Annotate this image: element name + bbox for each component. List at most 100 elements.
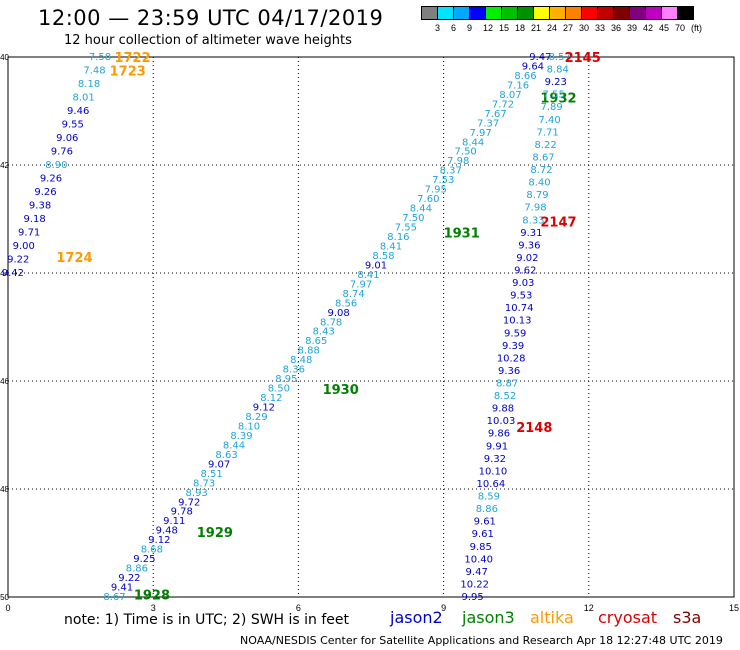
pass-time-label: 1928 xyxy=(134,588,170,603)
y-tick-label: -48 xyxy=(0,485,10,494)
color-scale-label: 27 xyxy=(563,23,574,33)
wave-height-value: 7.16 xyxy=(507,80,529,91)
wave-height-value: 9.00 xyxy=(13,241,35,252)
note-text: note: 1) Time is in UTC; 2) SWH is in fe… xyxy=(64,612,350,628)
wave-height-value: 9.03 xyxy=(512,278,534,289)
wave-height-value: 9.85 xyxy=(470,542,492,553)
x-tick-label: 3 xyxy=(151,603,156,613)
color-scale-label: 30 xyxy=(579,23,590,33)
wave-height-value: 8.48 xyxy=(290,355,312,366)
wave-height-value: 8.79 xyxy=(526,190,548,201)
wave-height-value: 9.01 xyxy=(365,260,387,271)
wave-height-value: 10.64 xyxy=(477,479,506,490)
wave-height-value: 9.71 xyxy=(18,228,40,239)
wave-height-value: 9.72 xyxy=(178,497,200,508)
wave-height-value: 9.91 xyxy=(486,441,508,452)
wave-height-value: 9.95 xyxy=(462,592,484,603)
wave-height-value: 8.67 xyxy=(103,592,125,603)
pass-time-label: 2147 xyxy=(540,216,576,231)
wave-height-value: 9.22 xyxy=(7,255,29,266)
wave-height-value: 8.56 xyxy=(335,298,357,309)
x-tick-label: 6 xyxy=(296,603,301,613)
wave-height-value: 8.44 xyxy=(462,137,484,148)
wave-height-value: 7.50 xyxy=(402,213,424,224)
wave-height-value: 7.98 xyxy=(447,156,469,167)
wave-height-value: 9.02 xyxy=(516,253,538,264)
wave-height-value: 7.40 xyxy=(538,115,560,126)
wave-height-value: 8.58 xyxy=(372,251,394,262)
wave-height-value: 9.64 xyxy=(522,61,544,72)
wave-height-value: 9.38 xyxy=(29,201,51,212)
wave-height-value: 8.37 xyxy=(440,166,462,177)
color-scale-label: 21 xyxy=(531,23,542,33)
wave-height-value: 9.32 xyxy=(484,454,506,465)
wave-height-value: 8.63 xyxy=(215,450,237,461)
wave-height-value: 9.25 xyxy=(133,554,155,565)
wave-height-value: 8.16 xyxy=(387,232,409,243)
color-scale-label: 18 xyxy=(515,23,526,33)
y-tick-label: -44 xyxy=(0,269,10,278)
wave-height-value: 7.71 xyxy=(536,127,558,138)
pass-time-label: 1723 xyxy=(110,65,146,80)
wave-height-value: 8.40 xyxy=(528,178,550,189)
wave-height-value: 8.12 xyxy=(260,393,282,404)
wave-height-value: 9.55 xyxy=(62,120,84,131)
color-scale-label: 36 xyxy=(611,23,622,33)
wave-height-value: 8.39 xyxy=(230,431,252,442)
wave-height-value: 9.06 xyxy=(56,133,78,144)
wave-height-value: 7.60 xyxy=(417,194,439,205)
wave-height-value: 8.90 xyxy=(45,160,67,171)
color-scale-swatch xyxy=(677,6,694,20)
color-scale-label: 39 xyxy=(627,23,638,33)
legend-jason3: jason3 xyxy=(462,608,515,627)
wave-height-value: 9.36 xyxy=(518,240,540,251)
wave-height-value: 7.98 xyxy=(524,203,546,214)
wave-height-value: 8.95 xyxy=(275,374,297,385)
wave-height-value: 8.51 xyxy=(200,469,222,480)
pass-time-label: 1722 xyxy=(114,51,150,66)
wave-height-value: 10.28 xyxy=(497,353,526,364)
x-tick-label: 15 xyxy=(729,603,739,613)
pass-time-label: 1930 xyxy=(323,383,359,398)
wave-height-value: 9.62 xyxy=(514,265,536,276)
y-tick-label: -40 xyxy=(0,53,10,62)
pass-time-label: 1932 xyxy=(540,92,576,107)
color-scale-label: 6 xyxy=(451,23,457,33)
wave-height-value: 9.76 xyxy=(51,147,73,158)
wave-height-value: 9.41 xyxy=(111,583,133,594)
wave-height-value: 8.29 xyxy=(245,412,267,423)
wave-height-value: 9.61 xyxy=(474,517,496,528)
wave-height-value: 7.67 xyxy=(484,109,506,120)
wave-height-value: 9.12 xyxy=(253,403,275,414)
wave-height-value: 9.53 xyxy=(510,291,532,302)
wave-height-value: 9.18 xyxy=(23,214,45,225)
wave-height-value: 10.13 xyxy=(503,316,532,327)
wave-height-value: 7.89 xyxy=(541,102,563,113)
wave-height-value: 8.01 xyxy=(72,93,94,104)
wave-height-value: 8.59 xyxy=(478,492,500,503)
wave-height-value: 9.48 xyxy=(156,526,178,537)
wave-height-value: 10.03 xyxy=(487,416,516,427)
wave-height-value: 8.07 xyxy=(499,90,521,101)
wave-height-value: 7.97 xyxy=(469,128,491,139)
wave-height-value: 9.47 xyxy=(529,52,551,63)
wave-height-value: 8.88 xyxy=(298,346,320,357)
y-tick-label: -42 xyxy=(0,161,10,170)
wave-height-value: 9.11 xyxy=(163,516,185,527)
color-scale-bar xyxy=(421,6,694,20)
x-tick-label: 12 xyxy=(584,603,594,613)
color-scale-label: 3 xyxy=(435,23,441,33)
wave-height-value: 9.86 xyxy=(488,429,510,440)
legend-s3a: s3a xyxy=(673,608,702,627)
wave-height-value: 9.42 xyxy=(2,268,24,279)
color-scale-label: 24 xyxy=(547,23,558,33)
color-scale-label: 12 xyxy=(483,23,494,33)
wave-height-value: 10.40 xyxy=(464,554,493,565)
wave-height-value: 8.18 xyxy=(78,79,100,90)
wave-height-value: 9.12 xyxy=(148,535,170,546)
y-tick-label: -50 xyxy=(0,593,10,602)
wave-height-value: 9.26 xyxy=(34,187,56,198)
wave-height-value: 9.08 xyxy=(328,308,350,319)
wave-height-value: 9.39 xyxy=(502,341,524,352)
